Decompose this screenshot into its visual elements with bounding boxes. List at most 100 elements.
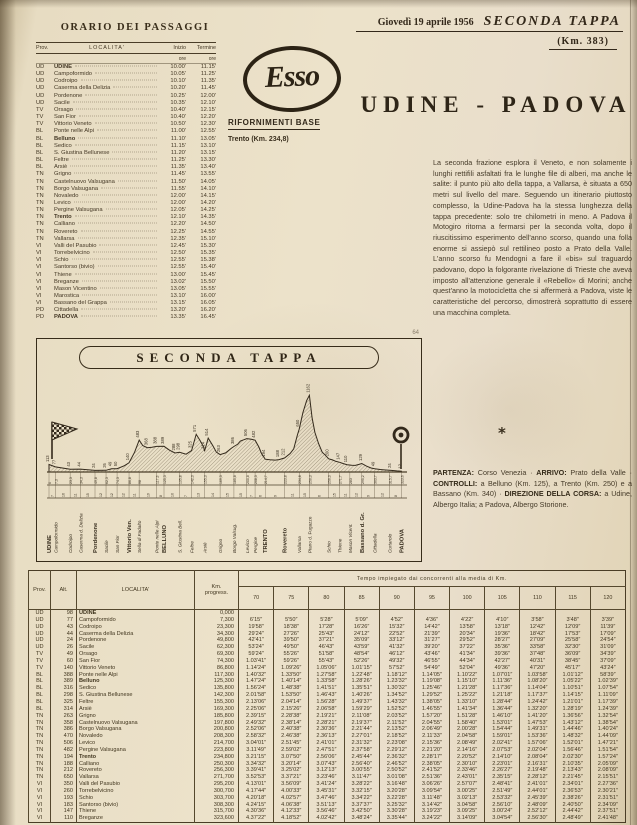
col-localita: LOCALITA' (89, 45, 125, 51)
svg-text:514: 514 (204, 428, 209, 436)
speed-column-header: 100 (449, 586, 485, 610)
svg-text:12: 12 (110, 493, 114, 497)
passaggi-row: VI Thiene 13.00' 15.45' (36, 271, 216, 278)
passaggi-row: VI Bassano del Grappa 13.15' 16.05' (36, 300, 216, 307)
table-row: BL 314 Arsiè 169,300 2.25'06″ 2.15'26″ 2.06'58… (28, 705, 626, 713)
svg-text:34,3: 34,3 (79, 477, 83, 484)
passaggi-row: VI Marostica 13.10' 16.00' (36, 293, 216, 299)
passaggi-row: UD Caserma della Delizia 10.20' 11.45' (36, 85, 216, 92)
table-row: VI 147 Thiene 315,700 4.30'36″ 4.12'33″ 3.56'4… (28, 808, 626, 816)
svg-text:11: 11 (290, 493, 294, 497)
svg-text:12: 12 (99, 493, 103, 497)
svg-text:389: 389 (160, 436, 165, 444)
svg-text:650: 650 (295, 419, 300, 427)
table-row: TN 386 Borgo Valsugana 200,800 2.52'06″ 2.40'… (28, 726, 626, 734)
passaggi-row: TN Novaledo 12.00' 14.15' (36, 192, 216, 199)
svg-text:223,8: 223,8 (284, 475, 288, 484)
col-termine: Termine (196, 45, 216, 51)
svg-text:16: 16 (61, 493, 65, 497)
svg-text:98: 98 (138, 480, 142, 484)
table-row: UD 26 Sacile 62,300 53'24″ 49'50″ 46'43″ 43'59″… (28, 644, 626, 652)
svg-text:147: 147 (336, 452, 341, 460)
table-row: VI 183 Santorso (bivio) 308,300 4.24'15″ 4.06… (28, 801, 626, 809)
svg-text:169,3: 169,3 (219, 475, 223, 484)
ore-label: ore (208, 56, 216, 62)
svg-text:368: 368 (143, 438, 148, 446)
passaggi-row: PD PADOVA 13.35' 16.45' (36, 314, 216, 321)
passaggi-row: VI Schio 12.55' 15.38' (36, 257, 216, 264)
ore-label: ore (178, 56, 186, 62)
passaggi-table: Prov. LOCALITA' Inizio Termine ore ore U… (36, 42, 216, 322)
svg-text:142,3: 142,3 (191, 475, 195, 484)
passaggi-row: TN Grigno 11.45' 13.55' (36, 171, 216, 178)
start-checkered-flag-icon (51, 421, 79, 459)
svg-text:117,3: 117,3 (156, 475, 160, 484)
station-label: PADOVA (399, 528, 405, 553)
speed-column-header: 70 (237, 586, 274, 610)
svg-text:506: 506 (243, 428, 248, 436)
date-stage-line: Giovedì 19 aprile 1956 SECONDA TAPPA (378, 14, 621, 30)
speed-column-header: 90 (378, 586, 415, 610)
table-row: TV 140 Vittorio Veneto 86,800 1.14'24″ 1.09'2… (28, 664, 626, 672)
table-row: UD 43 Codroipo 23,300 19'58″ 18'38″ 17'28″ 16'2… (28, 623, 626, 631)
svg-text:15: 15 (303, 493, 307, 497)
svg-text:10: 10 (170, 493, 174, 497)
station-label: Vittorio Ven. (127, 519, 133, 553)
svg-text:125,3: 125,3 (163, 475, 167, 484)
svg-text:7: 7 (249, 495, 253, 497)
passaggi-row: TN Borgo Valsugana 11.55' 14.10' (36, 185, 216, 192)
svg-text:11: 11 (133, 493, 137, 497)
station-label: Cittadella (373, 533, 378, 553)
table-row: TN 506 Levico 214,700 3.04'01″ 2.51'45″ 2.41'0… (28, 740, 626, 747)
svg-text:15: 15 (86, 493, 90, 497)
svg-text:49: 49 (108, 461, 113, 466)
station-label: BELLUNO (162, 524, 168, 553)
svg-text:86,8: 86,8 (128, 477, 132, 484)
page-edge-line (630, 0, 631, 825)
table-row: BL 388 Ponte nelle Alpi 117,300 1.40'32″ 1.33… (28, 671, 626, 679)
svg-text:8: 8 (159, 495, 163, 497)
info-text: Prato della Valle · (566, 468, 632, 477)
speed-column-header: 85 (343, 586, 380, 610)
passaggi-row: VI Torrebelvicino 12.50' 15.35' (36, 250, 216, 257)
svg-text:50: 50 (113, 461, 118, 466)
station-label: Caserma d. Delizia (78, 513, 83, 553)
svg-text:295,2: 295,2 (361, 475, 365, 484)
table-row: UD 24 Pordenone 49,800 42'41″ 39'50″ 37'21″ 35'… (28, 637, 626, 645)
speed-column-header: 105 (484, 586, 520, 610)
passaggi-row: TN Trento 12.10' 14.35' (36, 214, 216, 221)
times-table-wrap: Prov. Alt. LOCALITA' Km. progress. Tempo… (28, 570, 626, 824)
svg-text:314: 314 (200, 441, 205, 449)
svg-text:263: 263 (216, 444, 221, 452)
passaggi-row: BL Feltre 11.25' 13.30' (36, 157, 216, 164)
table-row: UD 98 UDINE 0,000 (28, 609, 626, 617)
svg-text:388: 388 (153, 436, 158, 444)
info-text: a Belluno (Km. 125), a Trento (Km. 250) … (433, 478, 632, 499)
station-label: Vallarsa (297, 536, 302, 553)
speed-column-header: 80 (308, 586, 345, 610)
svg-text:283: 283 (349, 478, 353, 484)
info-label: CONTROLLI: (433, 478, 478, 488)
svg-text:315,7: 315,7 (388, 475, 392, 484)
passaggi-row: TN Calliano 12.20' 14.50' (36, 221, 216, 228)
station-label: UDINE (47, 535, 53, 553)
info-label: PARTENZA: (433, 468, 474, 477)
station-label: San Fior (115, 535, 120, 553)
station-label: Ponte nelle Alpi (155, 520, 160, 553)
svg-text:208,3: 208,3 (254, 475, 258, 484)
page-shadow-top (0, 0, 637, 8)
table-row: TN 650 Vallarsa 271,700 3.52'53″ 3.37'21″ 3.23… (28, 774, 626, 782)
station-label: S. Giustina Bell. (178, 520, 183, 553)
svg-text:234,8: 234,8 (298, 475, 302, 484)
speed-column-header: 75 (273, 586, 309, 610)
svg-text:7,3: 7,3 (54, 479, 58, 484)
passaggi-title: ORARIO DEI PASSAGGI (60, 22, 210, 33)
passaggi-row: TV Orsago 10.40' 12.15' (36, 106, 216, 113)
passaggi-row: TN Pergine Valsugana 12.05' 14.25' (36, 207, 216, 214)
route-title: UDINE - PADOVA (360, 92, 632, 117)
svg-text:482: 482 (251, 430, 256, 438)
svg-text:386: 386 (230, 436, 235, 444)
paper-stain (420, 330, 600, 490)
svg-text:110: 110 (343, 455, 348, 462)
svg-text:77: 77 (51, 459, 56, 464)
